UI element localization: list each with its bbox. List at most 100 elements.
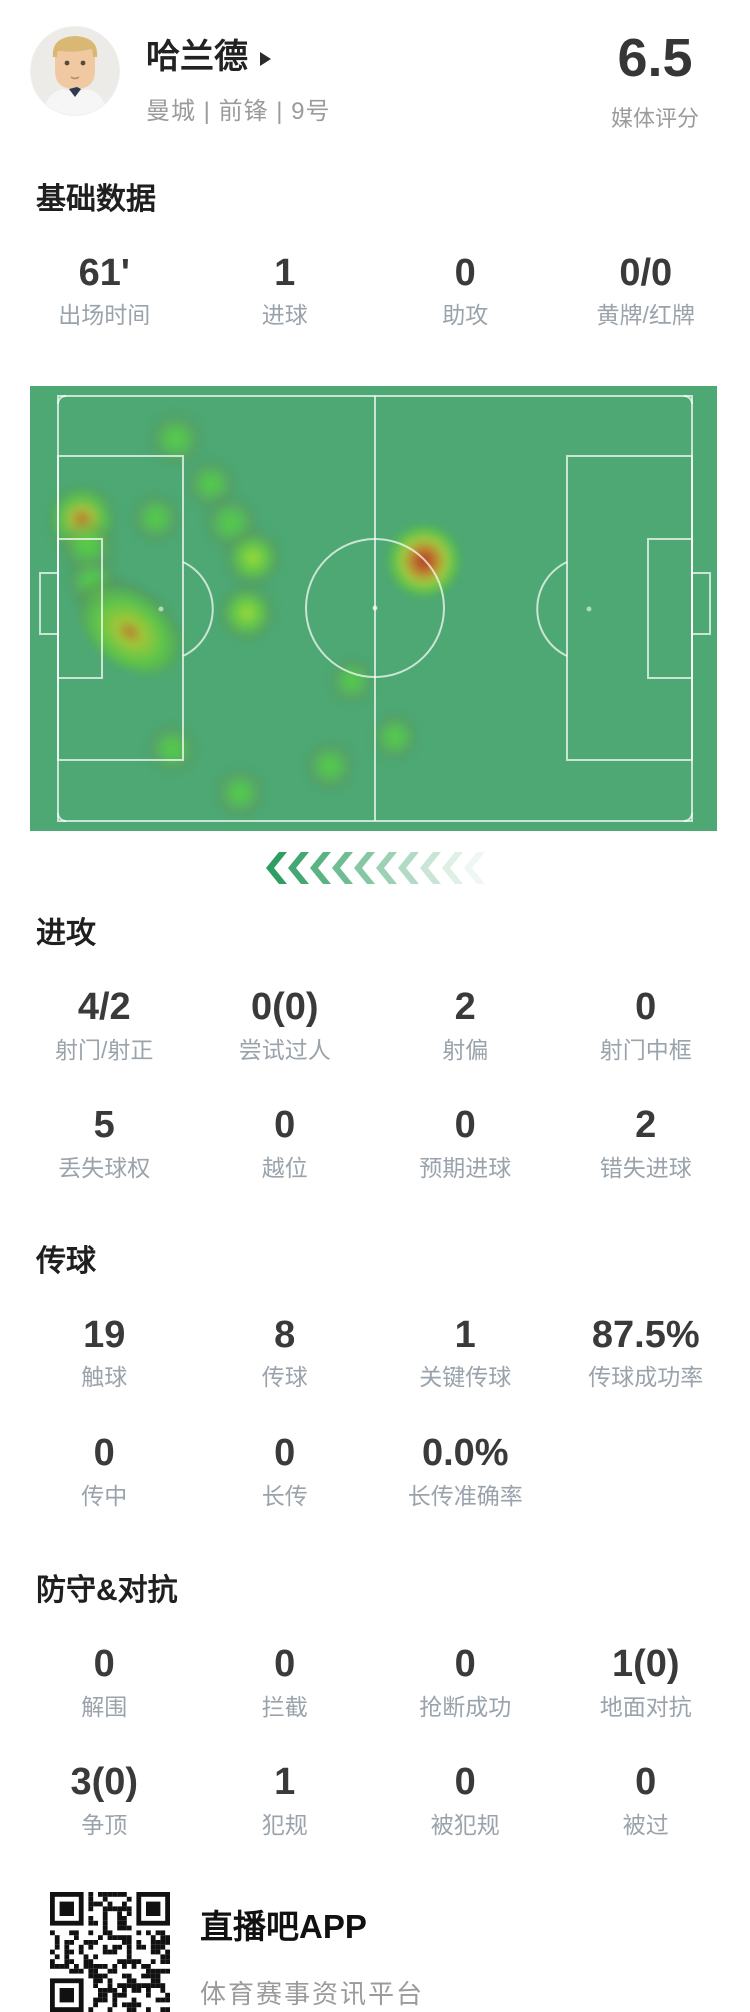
stat-item: 5 丢失球权 — [14, 1104, 195, 1182]
stat-value: 61' — [78, 251, 130, 294]
app-name: 直播吧APP — [200, 1907, 367, 1945]
heatmap-blob — [225, 529, 281, 586]
stat-item: 0 拦截 — [195, 1643, 376, 1721]
player-name-link[interactable]: 哈兰德 — [146, 38, 331, 77]
stat-value: 0/0 — [619, 251, 673, 294]
stat-value: 1(0) — [611, 1643, 680, 1686]
player-header: 哈兰德 曼城 | 前锋 | 9号 6.5 媒体评分 — [0, 0, 750, 133]
stat-label: 丢失球权 — [58, 1154, 151, 1181]
basic-stats-grid: 61' 出场时间 1 进球 0 助攻 0/0 黄牌/红牌 — [0, 252, 750, 330]
stat-value: 0.0% — [421, 1431, 509, 1474]
chevron-left-icon — [419, 851, 441, 884]
stat-label: 预期进球 — [419, 1154, 512, 1181]
stat-label: 犯规 — [261, 1812, 308, 1839]
footer-text: 直播吧APP 体育赛事资讯平台 — [200, 1892, 424, 2011]
stat-value: 0 — [274, 1431, 296, 1474]
stat-value: 19 — [83, 1313, 126, 1356]
chevron-left-icon — [265, 851, 287, 884]
heatmap-blob — [372, 713, 418, 760]
stat-label: 传球 — [261, 1364, 308, 1391]
stat-label: 拦截 — [261, 1693, 308, 1720]
chevron-left-icon — [397, 851, 419, 884]
stat-item: 0 越位 — [195, 1104, 376, 1182]
pitch-lines — [39, 394, 711, 822]
section-title-attack: 进攻 — [36, 916, 96, 950]
stat-value: 2 — [635, 1104, 657, 1147]
stat-label: 射偏 — [442, 1036, 489, 1063]
app-slogan: 体育赛事资讯平台 — [200, 1978, 425, 2009]
stat-item: 19 触球 — [14, 1314, 195, 1392]
stat-value: 8 — [274, 1313, 296, 1356]
stat-item: 0 射门中框 — [556, 986, 737, 1064]
rating-value: 6.5 — [617, 28, 693, 88]
stat-label: 长传 — [261, 1482, 308, 1509]
chevron-left-icon — [441, 851, 463, 884]
player-avatar[interactable] — [30, 26, 120, 116]
stat-label: 抢断成功 — [419, 1693, 512, 1720]
stat-item: 2 错失进球 — [556, 1104, 737, 1182]
stat-label: 助攻 — [442, 302, 489, 329]
stat-label: 长传准确率 — [407, 1482, 523, 1509]
stat-value: 5 — [93, 1104, 115, 1147]
media-rating: 6.5 媒体评分 — [590, 26, 720, 133]
heatmap-blob — [219, 584, 275, 641]
stat-item: 3(0) 争顶 — [14, 1761, 195, 1839]
stat-item: 0.0% 长传准确率 — [375, 1432, 556, 1510]
stat-value: 0 — [93, 1431, 115, 1474]
stat-value: 0 — [635, 985, 657, 1028]
section-title-defense: 防守&对抗 — [36, 1574, 178, 1608]
stat-value: 4/2 — [77, 985, 131, 1028]
stat-label: 进球 — [261, 302, 308, 329]
stat-value: 0 — [93, 1643, 115, 1686]
stat-label: 争顶 — [81, 1812, 128, 1839]
stat-item: 1(0) 地面对抗 — [556, 1643, 737, 1721]
player-name: 哈兰德 — [146, 38, 248, 76]
stat-item: 0 助攻 — [375, 252, 556, 330]
player-photo — [31, 27, 119, 115]
stat-value: 0 — [274, 1643, 296, 1686]
section-title-passing: 传球 — [36, 1244, 96, 1278]
stat-label: 触球 — [81, 1364, 128, 1391]
chevron-left-icon — [309, 851, 331, 884]
stat-value: 0(0) — [250, 985, 319, 1028]
stat-item: 0(0) 尝试过人 — [195, 986, 376, 1064]
stat-item: 0 抢断成功 — [375, 1643, 556, 1721]
stat-item: 0/0 黄牌/红牌 — [556, 252, 737, 330]
stat-label: 越位 — [261, 1154, 308, 1181]
stat-item: 61' 出场时间 — [14, 252, 195, 330]
stat-item: 1 关键传球 — [375, 1314, 556, 1392]
stat-value: 0 — [454, 1104, 476, 1147]
defense-stats-grid: 0 解围 0 拦截 0 抢断成功 1(0) 地面对抗 3(0) 争顶 1 犯规 0 被犯规 0… — [0, 1643, 750, 1840]
player-identity: 哈兰德 曼城 | 前锋 | 9号 — [146, 26, 331, 126]
chevron-left-icon — [375, 851, 397, 884]
stat-label: 关键传球 — [419, 1364, 512, 1391]
stat-label: 射门中框 — [599, 1036, 692, 1063]
heatmap-blob — [388, 524, 460, 597]
stat-label: 射门/射正 — [55, 1036, 154, 1063]
stat-value: 3(0) — [70, 1761, 139, 1804]
stat-value: 0 — [274, 1104, 296, 1147]
heatmap-blob — [148, 724, 196, 773]
chevron-left-icon — [287, 851, 309, 884]
stat-value: 0 — [454, 251, 476, 294]
stat-item: 0 传中 — [14, 1432, 195, 1510]
stat-label: 解围 — [81, 1693, 128, 1720]
chevron-left-icon — [331, 851, 353, 884]
stat-item: 0 解围 — [14, 1643, 195, 1721]
stat-label: 出场时间 — [58, 302, 151, 329]
qr-code — [50, 1891, 170, 2012]
stat-value: 87.5% — [591, 1313, 700, 1356]
heatmap-pitch — [30, 385, 717, 831]
heatmap-blob — [132, 493, 180, 542]
stat-item: 4/2 射门/射正 — [14, 986, 195, 1064]
stat-value: 2 — [454, 985, 476, 1028]
chevron-right-icon — [260, 52, 271, 67]
stat-value: 1 — [274, 1761, 296, 1804]
heatmap-blob — [306, 741, 354, 790]
stat-value: 1 — [274, 251, 296, 294]
stat-label: 错失进球 — [599, 1154, 692, 1181]
app-promo-footer: 直播吧APP 体育赛事资讯平台 — [0, 1891, 750, 2012]
stat-label: 地面对抗 — [599, 1693, 692, 1720]
stat-item: 87.5% 传球成功率 — [556, 1314, 737, 1392]
